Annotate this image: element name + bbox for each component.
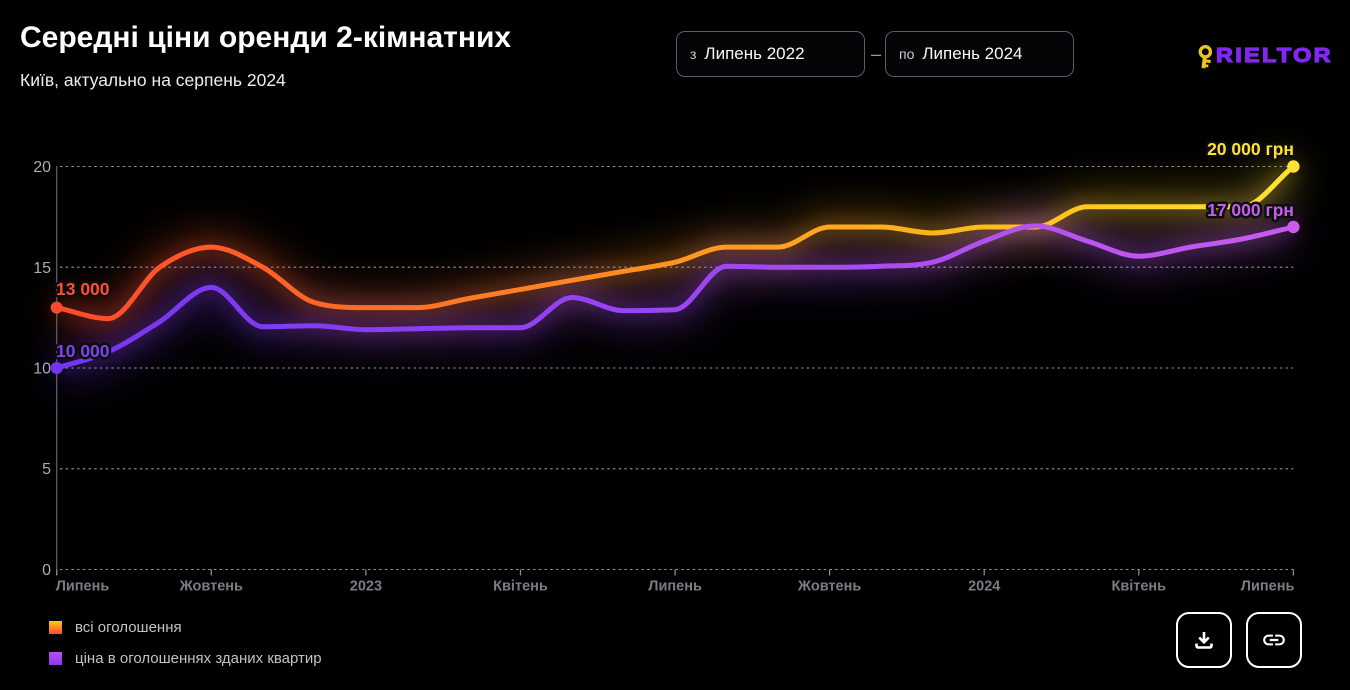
- svg-text:20 000 грн: 20 000 грн: [1207, 139, 1294, 159]
- svg-text:Липень: Липень: [648, 579, 702, 595]
- svg-text:10: 10: [33, 361, 51, 378]
- svg-text:15: 15: [33, 260, 51, 277]
- svg-text:Квітень: Квітень: [493, 579, 548, 595]
- svg-text:20: 20: [33, 159, 51, 176]
- svg-text:10 000: 10 000: [56, 341, 110, 361]
- svg-text:Липень: Липень: [1241, 579, 1295, 595]
- svg-text:Жовтень: Жовтень: [797, 579, 861, 595]
- svg-text:2023: 2023: [350, 579, 382, 595]
- svg-text:Липень: Липень: [56, 579, 110, 595]
- svg-text:Квітень: Квітень: [1111, 579, 1166, 595]
- svg-text:Жовтень: Жовтень: [179, 579, 243, 595]
- svg-text:0: 0: [42, 562, 51, 579]
- svg-text:2024: 2024: [968, 579, 1000, 595]
- svg-text:13 000: 13 000: [56, 279, 110, 299]
- svg-text:17 000 грн: 17 000 грн: [1207, 200, 1294, 220]
- svg-text:5: 5: [42, 461, 51, 478]
